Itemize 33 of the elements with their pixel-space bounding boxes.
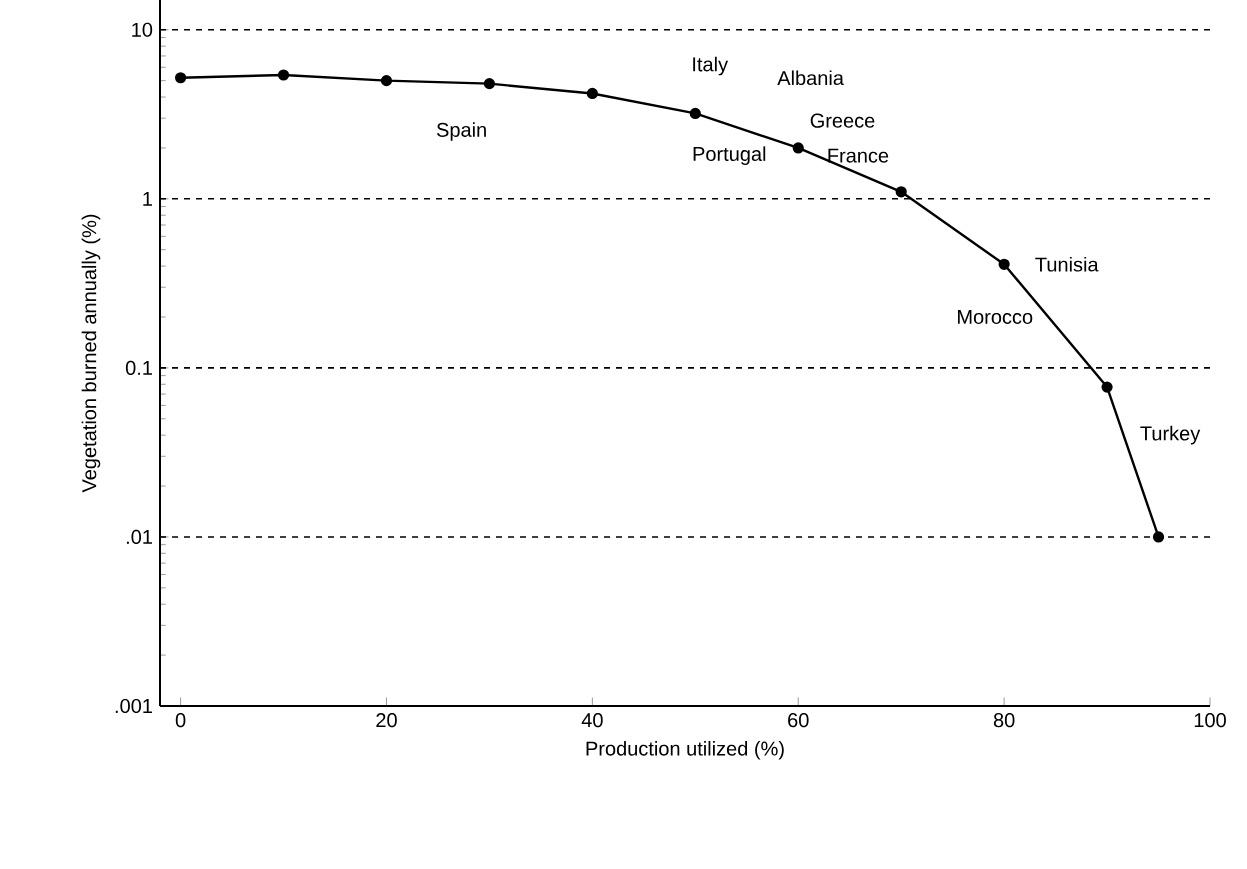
point: [380, 75, 393, 87]
point: [586, 87, 598, 100]
y-tick-label: 1: [143, 191, 152, 206]
y-axis-title: Vegetation burned annually (%): [81, 214, 101, 493]
annotation: Greece: [810, 113, 875, 128]
point: [895, 186, 907, 198]
y-tick-label: .001: [115, 698, 152, 714]
x-tick-label: 100: [1194, 713, 1226, 728]
annotation: Albania: [777, 70, 844, 86]
point: [174, 72, 187, 84]
x-tick-label: 0: [175, 713, 186, 728]
annotation: Morocco: [958, 310, 1033, 324]
annotation: Italy: [693, 56, 729, 76]
point: [1101, 381, 1113, 393]
point: [483, 78, 496, 90]
annotation: Portugal: [693, 146, 766, 165]
point: [689, 107, 701, 120]
point: [998, 258, 1010, 270]
point: [792, 142, 804, 154]
annotation: Tunisia: [1035, 256, 1099, 272]
annotation: Turkey: [1140, 425, 1201, 445]
x-tick-label: 40: [581, 713, 603, 728]
x-tick-label: 60: [788, 713, 809, 728]
y-tick-label: .01: [126, 529, 152, 545]
annotation: France: [828, 148, 889, 163]
y-tick-label: 10: [132, 22, 153, 37]
annotation: Spain: [436, 122, 486, 141]
x-axis-title: Production utilized (%): [586, 740, 784, 760]
y-tick-label: 0.1: [125, 360, 152, 375]
x-tick-label: 80: [993, 713, 1015, 728]
point: [277, 69, 290, 81]
point: [1152, 531, 1165, 543]
x-tick-label: 20: [376, 713, 397, 728]
